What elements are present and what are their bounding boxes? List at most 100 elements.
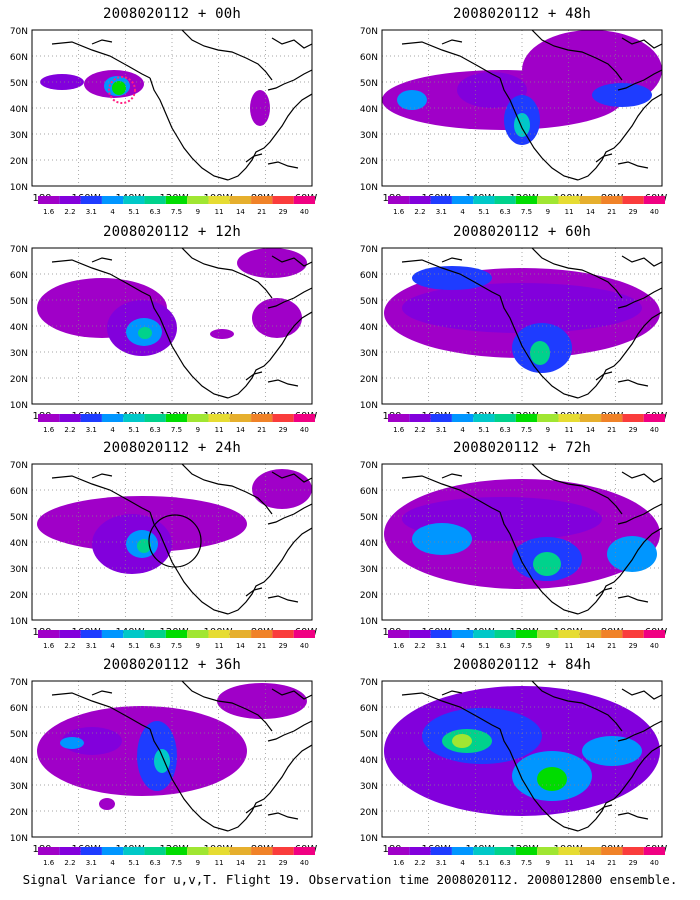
colorbar-label: 40: [650, 859, 659, 867]
colorbar-swatch: [473, 196, 495, 204]
lat-tick-label: 70N: [10, 461, 28, 471]
coastline: [441, 39, 463, 45]
colorbar-swatch: [165, 847, 188, 855]
coastline: [181, 681, 273, 732]
colorbar-label: 5.1: [128, 859, 139, 867]
colorbar-swatch: [123, 630, 145, 638]
variance-contour: [412, 266, 492, 290]
panel-title: 2008020112 + 72h: [452, 440, 592, 456]
coastline: [577, 93, 662, 181]
lat-tick-label: 50N: [360, 730, 378, 740]
coastline: [267, 720, 312, 742]
colorbar-swatch: [388, 630, 410, 638]
lat-tick-label: 70N: [360, 245, 378, 255]
colorbar-swatch: [80, 414, 102, 422]
lat-tick-label: 30N: [10, 131, 28, 141]
coastline: [149, 511, 229, 615]
colorbar-label: 3.1: [436, 859, 447, 867]
lat-tick-label: 10N: [360, 834, 378, 844]
colorbar: 1.6 2.2 3.1 4 5.1 6.3 7.5 9 11 14 21 29 40: [388, 847, 665, 867]
variance-contour: [252, 298, 302, 338]
colorbar-swatch: [601, 414, 623, 422]
colorbar-label: 21: [607, 642, 616, 650]
lat-tick-label: 50N: [10, 79, 28, 89]
coastline: [621, 255, 662, 267]
map-panel: 2008020112 + 12h70N60N50N40N30N20N10N180…: [0, 218, 350, 436]
variance-contour: [397, 90, 427, 110]
coastline: [595, 804, 613, 814]
colorbar-swatch: [430, 196, 452, 204]
colorbar-label: 6.3: [150, 208, 161, 216]
colorbar-swatch: [537, 847, 559, 855]
colorbar-swatch: [622, 847, 644, 855]
colorbar-swatch: [187, 414, 209, 422]
coastline: [617, 287, 662, 309]
colorbar-swatch: [601, 630, 623, 638]
coastline: [149, 728, 229, 832]
coastline: [51, 475, 151, 513]
variance-contour: [607, 536, 657, 572]
colorbar-swatch: [601, 196, 623, 204]
coastline: [245, 587, 263, 597]
colorbar-label: 11: [215, 859, 224, 867]
colorbar-label: 5.1: [478, 859, 489, 867]
colorbar-swatch: [272, 847, 294, 855]
coastline: [271, 37, 312, 49]
colorbar-swatch: [80, 630, 102, 638]
colorbar-swatch: [293, 414, 315, 422]
colorbar-swatch: [59, 196, 81, 204]
colorbar-label: 4: [460, 642, 465, 650]
coastline: [267, 595, 299, 603]
lat-tick-label: 10N: [10, 617, 28, 627]
lat-tick-label: 60N: [10, 53, 28, 63]
coastline: [227, 527, 312, 615]
colorbar-swatch: [515, 414, 538, 422]
colorbar-label: 4: [110, 208, 115, 216]
lat-tick-label: 40N: [360, 539, 378, 549]
colorbar-swatch: [123, 414, 145, 422]
colorbar-swatch: [558, 196, 580, 204]
colorbar-swatch: [272, 196, 294, 204]
coastline: [531, 464, 623, 515]
colorbar-label: 14: [236, 208, 245, 216]
colorbar-swatch: [123, 196, 145, 204]
map-panel: 2008020112 + 24h70N60N50N40N30N20N10N180…: [0, 434, 350, 652]
colorbar-label: 5.1: [478, 208, 489, 216]
colorbar-label: 11: [565, 859, 574, 867]
colorbar-label: 11: [565, 426, 574, 434]
lat-tick-label: 30N: [10, 565, 28, 575]
map-plot: 70N60N50N40N30N20N10N180160W140W120W100W…: [360, 27, 668, 204]
colorbar-label: 40: [300, 426, 309, 434]
colorbar-label: 3.1: [86, 642, 97, 650]
colorbar-label: 21: [607, 426, 616, 434]
colorbar-swatch: [80, 847, 102, 855]
colorbar-label: 40: [300, 642, 309, 650]
colorbar-swatch: [208, 630, 230, 638]
colorbar-label: 29: [629, 859, 638, 867]
colorbar-label: 1.6: [43, 859, 55, 867]
variance-contour: [154, 749, 170, 773]
map-plot: 70N60N50N40N30N20N10N180160W140W120W100W…: [10, 27, 318, 204]
colorbar: 1.6 2.2 3.1 4 5.1 6.3 7.5 9 11 14 21 29 40: [388, 414, 665, 434]
colorbar-swatch: [38, 630, 60, 638]
colorbar-swatch: [579, 414, 602, 422]
colorbar-swatch: [229, 847, 252, 855]
map-plot: 70N60N50N40N30N20N10N180160W140W120W100W…: [360, 678, 668, 855]
colorbar-swatch: [293, 630, 315, 638]
colorbar-swatch: [101, 196, 124, 204]
map-panel: 2008020112 + 48h70N60N50N40N30N20N10N180…: [350, 0, 700, 218]
colorbar-label: 6.3: [500, 426, 511, 434]
colorbar-label: 5.1: [128, 642, 139, 650]
colorbar-swatch: [101, 847, 124, 855]
colorbar-swatch: [622, 196, 644, 204]
colorbar-label: 21: [607, 208, 616, 216]
lat-tick-label: 60N: [10, 487, 28, 497]
coastline: [595, 371, 613, 381]
colorbar-label: 29: [629, 426, 638, 434]
variance-contour: [252, 469, 312, 509]
colorbar-swatch: [579, 196, 602, 204]
colorbar-swatch: [409, 847, 431, 855]
lat-tick-label: 20N: [10, 375, 28, 385]
lat-tick-label: 50N: [10, 513, 28, 523]
lat-tick-label: 70N: [360, 461, 378, 471]
